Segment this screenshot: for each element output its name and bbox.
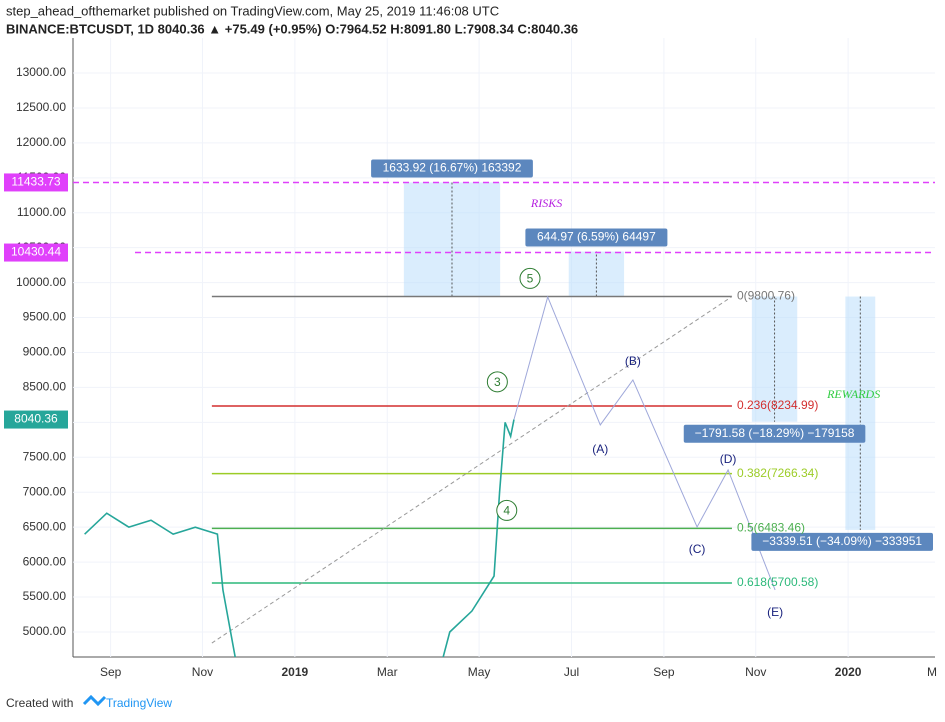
x-tick-label: 2019 — [282, 665, 309, 679]
x-tick-label: Nov — [745, 665, 766, 679]
x-tick-label: Sep — [100, 665, 122, 679]
fib-label: 0.382(7266.34) — [737, 466, 818, 480]
y-tick-label: 5000.00 — [23, 624, 67, 638]
note: REWARDS — [826, 387, 880, 401]
tv-logo — [82, 694, 107, 707]
y-tick-label: 6000.00 — [23, 554, 67, 568]
x-tick-label: Nov — [192, 665, 213, 679]
fib-label: 0.236(8234.99) — [737, 398, 818, 412]
x-tick-label: Mar — [377, 665, 398, 679]
wave-path — [513, 295, 776, 591]
y-tick-label: 10000.00 — [16, 275, 66, 289]
fib-label: 0(9800.76) — [737, 289, 795, 303]
wave-label: 4 — [503, 504, 510, 518]
measure-label-bg — [683, 424, 866, 443]
y-tick-label: 6500.00 — [23, 519, 67, 533]
wave-circle — [519, 267, 541, 289]
y-tick-label: 7500.00 — [23, 449, 67, 463]
measure-label-bg — [371, 159, 533, 178]
price-badge-label: 8040.36 — [14, 412, 58, 426]
x-tick-label: Jul — [564, 665, 579, 679]
measure-box — [568, 251, 625, 297]
wave-circle — [496, 499, 518, 521]
header-line1: step_ahead_ofthemarket published on Trad… — [6, 3, 499, 18]
fib-trend — [211, 296, 733, 644]
y-tick-label: 7000.00 — [23, 484, 67, 498]
wave-label: (B) — [625, 354, 641, 368]
x-tick-label: Sep — [653, 665, 675, 679]
level-label: 10430.44 — [11, 245, 61, 259]
plot-area — [73, 38, 935, 657]
y-tick-label: 9500.00 — [23, 310, 67, 324]
measure-label-bg — [525, 228, 668, 247]
y-tick-label: 9000.00 — [23, 345, 67, 359]
header-line2: BINANCE:BTCUSDT, 1D 8040.36 ▲ +75.49 (+0… — [6, 21, 578, 36]
wave-label: 3 — [494, 375, 501, 389]
footer-brand: TradingView — [106, 696, 172, 710]
measure-label: −3339.51 (−34.09%) −333951 — [762, 534, 922, 548]
wave-circle — [486, 371, 508, 393]
level-label: 11433.73 — [11, 175, 60, 189]
x-tick-label: May — [468, 665, 491, 679]
y-tick-label: 8500.00 — [23, 380, 67, 394]
level-badge — [4, 243, 68, 262]
wave-label: (D) — [720, 452, 737, 466]
price-line — [84, 419, 515, 657]
fib-label: 0.5(6483.46) — [737, 521, 805, 535]
y-tick-label: 12500.00 — [16, 100, 66, 114]
measure-label: 644.97 (6.59%) 64497 — [537, 230, 656, 244]
wave-label: (E) — [767, 605, 783, 619]
y-tick-label: 12000.00 — [16, 135, 66, 149]
y-tick-label: 5500.00 — [23, 589, 67, 603]
x-tick-label: M — [927, 665, 937, 679]
measure-label-bg — [751, 532, 933, 551]
x-tick-label: 2020 — [835, 665, 862, 679]
measure-label: 1633.92 (16.67%) 163392 — [383, 161, 522, 175]
level-badge — [4, 173, 68, 192]
y-tick-label: 11000.00 — [17, 205, 66, 219]
price-badge — [4, 410, 68, 429]
fib-label: 0.618(5700.58) — [737, 575, 818, 589]
wave-label: 5 — [527, 272, 534, 286]
wave-label: (A) — [592, 442, 608, 456]
y-tick-label: 13000.00 — [16, 65, 66, 79]
measure-label: −1791.58 (−18.29%) −179158 — [695, 426, 855, 440]
note: RISKS — [530, 196, 562, 210]
wave-label: (C) — [689, 542, 706, 556]
footer-created: Created with — [6, 696, 73, 710]
